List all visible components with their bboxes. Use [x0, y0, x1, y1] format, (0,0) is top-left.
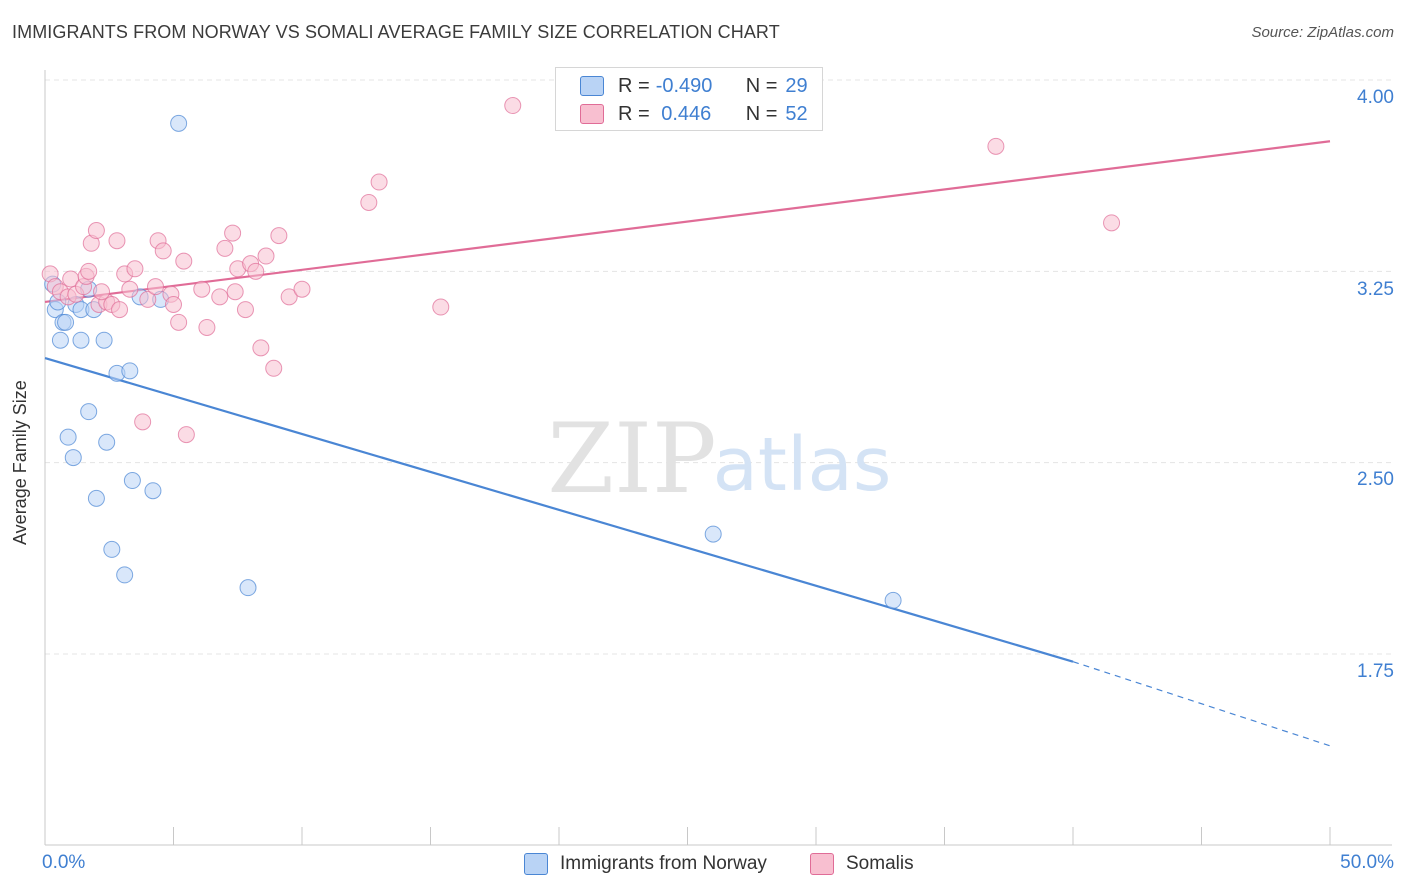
y-tick-label-1-75: 1.75	[1357, 661, 1394, 682]
data-point-norway	[51, 331, 69, 349]
data-point-somalis	[154, 242, 172, 260]
x-tick-label-min: 0.0%	[42, 852, 86, 873]
bottom-legend-swatch-norway	[524, 853, 548, 875]
data-point-norway	[239, 579, 257, 597]
data-point-somalis	[370, 173, 388, 191]
data-point-norway	[72, 331, 90, 349]
x-tick-label-max: 50.0%	[1340, 852, 1394, 873]
data-point-norway	[103, 540, 121, 558]
data-point-somalis	[111, 301, 129, 319]
legend-row-norway: R = -0.490 N = 29	[580, 73, 808, 99]
data-point-somalis	[170, 313, 188, 331]
legend-r-label: R =	[618, 102, 650, 125]
data-point-somalis	[108, 232, 126, 250]
data-point-somalis	[236, 301, 254, 319]
data-point-somalis	[226, 283, 244, 301]
data-point-somalis	[247, 262, 265, 280]
data-point-norway	[170, 114, 188, 132]
data-point-norway	[80, 403, 98, 421]
watermark-atlas: atlas	[713, 422, 892, 508]
stats-legend: R = -0.490 N = 29 R = 0.446 N = 52	[555, 67, 823, 131]
data-point-somalis	[211, 288, 229, 306]
data-point-somalis	[198, 318, 216, 336]
legend-r-value: -0.490	[655, 74, 713, 97]
data-point-somalis	[80, 262, 98, 280]
data-point-somalis	[1103, 214, 1121, 232]
data-point-somalis	[432, 298, 450, 316]
bottom-legend-swatch-somalis	[810, 853, 834, 875]
data-point-somalis	[252, 339, 270, 357]
watermark: ZIP atlas	[547, 403, 891, 515]
data-point-norway	[121, 362, 139, 380]
watermark-zip: ZIP	[547, 403, 716, 515]
legend-n-value: 52	[785, 102, 808, 125]
data-point-norway	[98, 433, 116, 451]
data-point-somalis	[216, 239, 234, 257]
chart-source: Source: ZipAtlas.com	[1251, 24, 1394, 41]
data-point-norway	[116, 566, 134, 584]
legend-n-label: N =	[745, 102, 778, 125]
legend-swatch-somalis	[580, 104, 604, 124]
trendline-norway	[44, 357, 1074, 663]
data-point-somalis	[293, 280, 311, 298]
data-point-norway	[884, 591, 902, 609]
data-point-somalis	[139, 290, 157, 308]
data-point-somalis	[175, 252, 193, 270]
trendline-extension-norway	[1072, 661, 1331, 747]
data-point-somalis	[504, 97, 522, 115]
data-point-somalis	[280, 288, 298, 306]
data-point-norway	[87, 489, 105, 507]
bottom-legend-norway[interactable]: Immigrants from Norway	[524, 850, 767, 878]
data-point-somalis	[121, 280, 139, 298]
data-point-somalis	[147, 278, 165, 296]
legend-n-label: N =	[745, 74, 778, 97]
legend-r-value: 0.446	[655, 102, 712, 125]
data-point-norway	[64, 449, 82, 467]
data-point-norway	[704, 525, 722, 543]
trendline-somalis	[44, 140, 1331, 304]
legend-swatch-norway	[580, 76, 604, 96]
data-point-somalis	[134, 413, 152, 431]
data-point-somalis	[193, 280, 211, 298]
data-point-somalis	[360, 193, 378, 211]
data-point-norway	[95, 331, 113, 349]
data-point-somalis	[987, 137, 1005, 155]
data-point-norway	[59, 428, 77, 446]
data-point-somalis	[165, 295, 182, 313]
data-point-norway	[57, 313, 75, 331]
data-point-somalis	[126, 260, 144, 278]
chart-title: IMMIGRANTS FROM NORWAY VS SOMALI AVERAGE…	[12, 22, 780, 42]
y-tick-label-2-50: 2.50	[1357, 469, 1394, 490]
y-axis-label: Average Family Size	[10, 380, 30, 545]
data-point-somalis	[93, 283, 111, 301]
y-tick-label-3-25: 3.25	[1357, 279, 1394, 300]
data-point-somalis	[270, 227, 288, 245]
bottom-legend-label-somalis: Somalis	[846, 853, 914, 874]
data-point-norway	[123, 472, 141, 490]
data-point-somalis	[177, 426, 195, 444]
legend-r-label: R =	[618, 74, 650, 97]
data-point-somalis	[265, 359, 283, 377]
data-point-norway	[144, 482, 162, 500]
data-point-somalis	[87, 222, 105, 240]
data-point-somalis	[224, 224, 242, 242]
bottom-legend-label-norway: Immigrants from Norway	[560, 853, 767, 874]
data-point-somalis	[257, 247, 275, 265]
bottom-legend-somalis[interactable]: Somalis	[810, 850, 914, 878]
y-tick-label-4-00: 4.00	[1357, 87, 1394, 108]
legend-n-value: 29	[785, 74, 808, 97]
legend-row-somalis: R = 0.446 N = 52	[580, 101, 808, 127]
